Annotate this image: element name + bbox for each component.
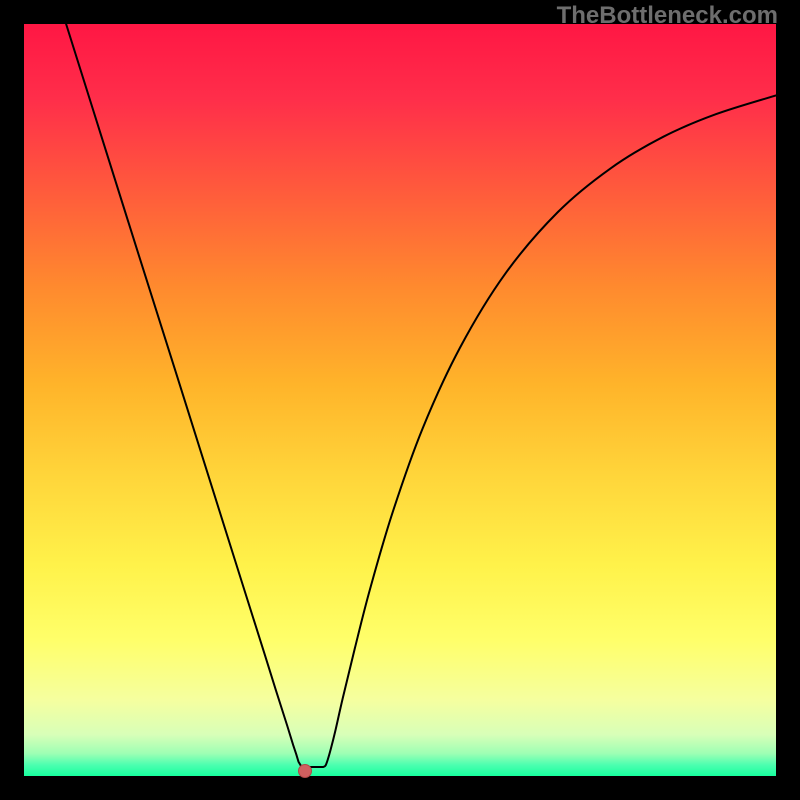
bottleneck-curve-path (66, 24, 776, 767)
optimal-point-marker (298, 764, 312, 778)
plot-area (24, 24, 776, 776)
curve-svg (24, 24, 776, 776)
watermark-text: TheBottleneck.com (557, 2, 778, 30)
bottleneck-chart: TheBottleneck.com (0, 0, 800, 800)
